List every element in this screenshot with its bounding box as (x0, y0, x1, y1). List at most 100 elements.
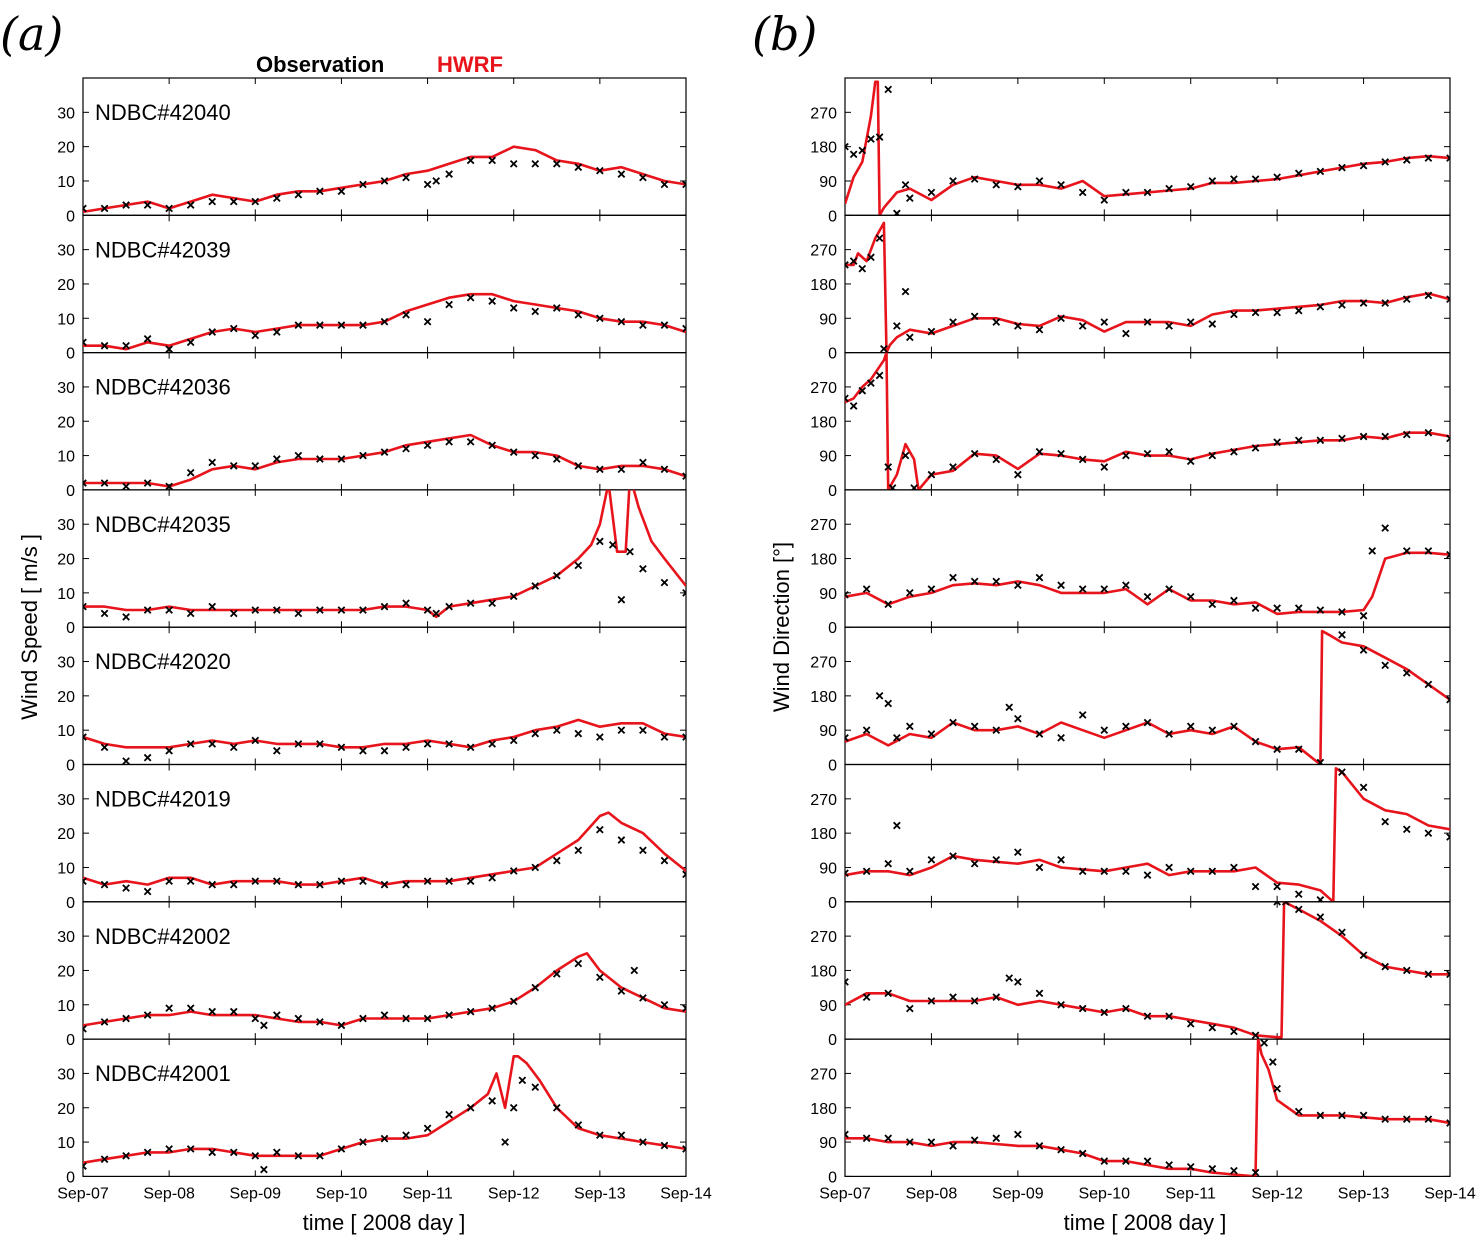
observation-point (1294, 169, 1303, 178)
station-label: NDBC#42039 (95, 237, 231, 262)
observation-point (639, 726, 647, 735)
observation-point (970, 449, 979, 458)
y-tick-label: 0 (828, 483, 837, 500)
observation-point (1100, 867, 1109, 876)
observation-point (1122, 581, 1130, 590)
observation-point (272, 455, 281, 463)
observation-point (1100, 463, 1109, 471)
observation-point (1057, 1000, 1065, 1009)
observation-point (862, 726, 871, 735)
observation-point (466, 156, 475, 165)
hwrf-series-line (83, 718, 686, 749)
observation-point (845, 869, 849, 878)
observation-point (880, 344, 888, 353)
observation-point (875, 692, 884, 700)
observation-point (845, 1130, 849, 1139)
y-tick-label: 20 (57, 826, 75, 843)
observation-point (1359, 783, 1368, 792)
observation-point (639, 321, 647, 329)
subplot-a-3: 0 10 20 30 NDBC#42036 (57, 352, 687, 500)
y-tick-label: 0 (66, 346, 75, 363)
observation-point (630, 966, 639, 975)
observation-point (272, 1011, 281, 1019)
y-tick-label: 20 (57, 1101, 75, 1118)
observation-point (229, 197, 238, 206)
panel-label-a: (a) (0, 7, 63, 61)
observation-point (596, 825, 604, 834)
observation-point (1446, 970, 1450, 979)
observation-point (208, 1007, 217, 1016)
y-tick-label: 20 (57, 552, 75, 569)
observation-point (208, 740, 217, 748)
observation-point (359, 180, 367, 189)
y-tick-label: 180 (810, 689, 837, 706)
observation-point (531, 159, 540, 168)
y-tick-label: 180 (810, 826, 837, 843)
observation-point (531, 1083, 540, 1091)
observation-point (251, 1014, 260, 1023)
observation-point (1143, 1157, 1152, 1165)
observation-point (1208, 451, 1217, 460)
observation-point (905, 722, 914, 731)
observation-point (682, 589, 686, 597)
observation-point (1035, 1142, 1044, 1150)
observation-point (1005, 703, 1014, 712)
y-tick-label: 180 (810, 963, 837, 980)
observation-point (1230, 310, 1238, 319)
observation-point (1165, 730, 1173, 738)
observation-point (260, 1165, 268, 1174)
hwrf-series-line (83, 951, 686, 1027)
y-tick-label: 0 (66, 208, 75, 225)
observation-point (1316, 896, 1325, 902)
observation-point (1208, 1023, 1217, 1032)
observation-point (1230, 722, 1238, 731)
observation-point (1424, 154, 1433, 162)
observation-point (316, 740, 324, 748)
observation-point (316, 606, 324, 614)
x-tick-label: Sep-14 (1424, 1185, 1476, 1202)
observation-point (949, 993, 957, 1001)
observation-point (122, 482, 130, 490)
subplot-frame (844, 77, 1451, 216)
y-tick-label: 180 (810, 277, 837, 294)
observation-point (509, 448, 518, 456)
observation-point (1078, 867, 1087, 876)
legend-hwrf: HWRF (437, 52, 503, 77)
observation-point (509, 592, 518, 601)
observation-point (970, 1136, 979, 1145)
observation-point (682, 733, 686, 741)
observation-point (359, 1138, 367, 1146)
y-tick-label: 180 (810, 1101, 837, 1118)
observation-point (682, 1004, 686, 1013)
observation-point (143, 479, 152, 487)
observation-point (531, 983, 540, 992)
x-tick-label: Sep-08 (906, 1185, 958, 1202)
x-tick-label: Sep-11 (402, 1185, 453, 1202)
observation-point (949, 718, 957, 727)
observation-point (574, 846, 583, 855)
observation-point (639, 1138, 647, 1146)
observation-point (1424, 291, 1433, 300)
observation-point (251, 606, 260, 614)
observation-point (682, 1145, 686, 1153)
observation-point (294, 609, 303, 618)
observation-point (862, 867, 871, 876)
observation-point (884, 699, 893, 708)
observation-point (83, 204, 87, 213)
x-axis-label-a: time [ 2008 day ] (303, 1210, 466, 1235)
observation-point (574, 163, 583, 172)
observation-point (970, 859, 979, 868)
observation-point (596, 314, 604, 323)
plot-area (83, 292, 686, 353)
observation-point (1273, 1084, 1281, 1093)
observation-point (488, 1004, 497, 1013)
observation-point (100, 609, 109, 618)
observation-point (574, 1121, 583, 1129)
y-tick-label: 20 (57, 689, 75, 706)
observation-point (294, 1014, 303, 1023)
observation-point (229, 1148, 238, 1157)
observation-point (1057, 180, 1065, 189)
observation-point (1381, 1115, 1390, 1124)
observation-point (402, 743, 410, 752)
observation-point (208, 602, 217, 611)
